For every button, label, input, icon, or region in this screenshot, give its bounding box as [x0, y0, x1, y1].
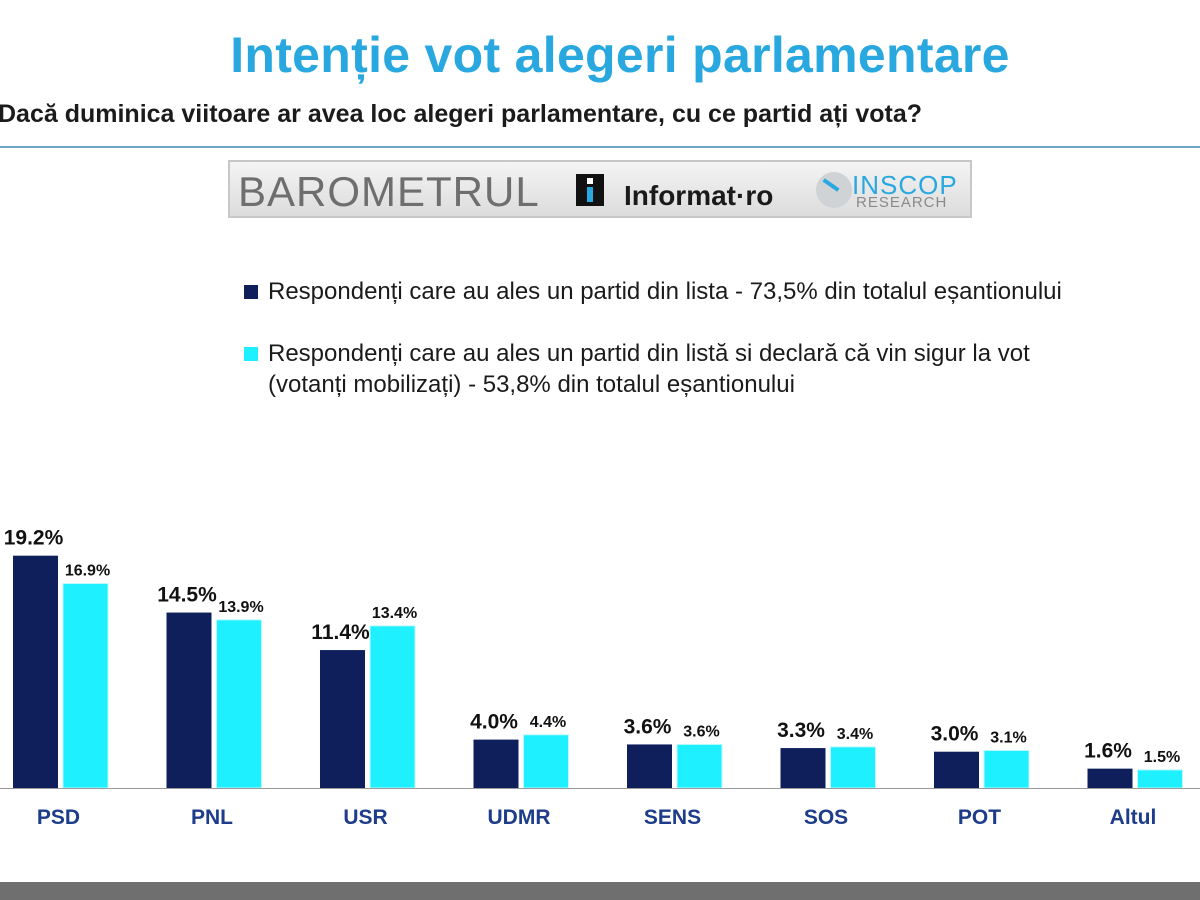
data-label-pot-series-1: 3.0%: [931, 723, 979, 746]
data-label-psd-series-2: 16.9%: [65, 563, 110, 580]
bar-altul-series-1: [1087, 768, 1133, 788]
data-label-sos-series-2: 3.4%: [837, 726, 873, 743]
informat-icon: [576, 174, 604, 206]
x-tick-label-pnl: PNL: [191, 806, 233, 829]
bar-udmr-series-2: [523, 734, 569, 789]
x-tick-label-psd: PSD: [37, 806, 80, 829]
inscop-icon: [816, 172, 852, 208]
logo-banner: BAROMETRUL Informat·ro INSCOP RESEARCH: [228, 160, 972, 218]
bar-udmr-series-1: [473, 739, 519, 788]
bar-sens-series-2: [676, 743, 723, 789]
bar-sos-series-2: [830, 746, 876, 789]
x-tick-label-udmr: UDMR: [488, 806, 551, 829]
data-label-udmr-series-1: 4.0%: [470, 711, 518, 734]
chart-title: Intenție vot alegeri parlamentare: [230, 27, 1010, 83]
bar-sens-series-1: [627, 744, 672, 788]
data-label-sens-series-2: 3.6%: [683, 723, 719, 740]
legend-label-mobilized: Respondenți care au ales un partid din l…: [268, 340, 1030, 367]
data-label-sens-series-1: 3.6%: [624, 715, 672, 738]
data-label-usr-series-1: 11.4%: [311, 621, 370, 644]
bar-pnl-series-1: [166, 612, 212, 788]
data-label-psd-series-1: 19.2%: [4, 527, 64, 550]
data-label-altul-series-1: 1.6%: [1084, 740, 1132, 763]
bar-pot-series-1: [934, 751, 979, 788]
x-tick-label-altul: Altul: [1110, 806, 1157, 829]
data-label-usr-series-2: 13.4%: [372, 605, 417, 622]
x-tick-label-sens: SENS: [644, 806, 701, 829]
inscop-logo: INSCOP: [852, 170, 958, 200]
legend-label-all-respondents: Respondenți care au ales un partid din l…: [268, 278, 1062, 305]
bar-psd-series-2: [62, 583, 109, 789]
informat-logo: Informat·ro: [624, 180, 774, 211]
bar-pnl-series-2: [216, 619, 262, 789]
bar-usr-series-1: [320, 650, 365, 788]
barometrul-logo: BAROMETRUL: [238, 168, 540, 215]
x-tick-label-sos: SOS: [804, 806, 848, 829]
data-label-udmr-series-2: 4.4%: [530, 714, 566, 731]
bar-pot-series-2: [983, 749, 1030, 789]
bar-usr-series-2: [369, 625, 416, 789]
data-label-pot-series-2: 3.1%: [990, 729, 1026, 746]
bar-altul-series-2: [1137, 769, 1183, 789]
bar-psd-series-1: [13, 555, 58, 788]
chart-subtitle: Dacă duminica viitoare ar avea loc alege…: [0, 100, 922, 128]
legend-swatch-dark: [244, 285, 258, 299]
legend-swatch-cyan: [244, 347, 258, 361]
x-tick-label-usr: USR: [343, 806, 387, 829]
x-tick-label-pot: POT: [958, 806, 1001, 829]
footer-bar: [0, 882, 1200, 900]
legend-label-mobilized-cont: (votanți mobilizați) - 53,8% din totalul…: [268, 371, 795, 398]
bar-sos-series-1: [780, 748, 826, 788]
data-label-sos-series-1: 3.3%: [777, 719, 825, 742]
data-label-pnl-series-2: 13.9%: [218, 599, 263, 616]
header-divider: [0, 146, 1200, 148]
inscop-research-logo: RESEARCH: [856, 194, 948, 211]
data-label-altul-series-2: 1.5%: [1144, 749, 1180, 766]
data-label-pnl-series-1: 14.5%: [157, 584, 217, 607]
